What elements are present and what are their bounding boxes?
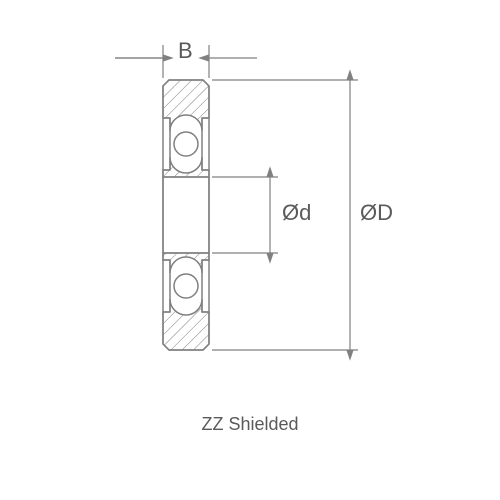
bearing-diagram-canvas: B Ød ØD ZZ Shielded (0, 0, 500, 500)
diagram-caption: ZZ Shielded (0, 414, 500, 435)
bearing-cross-section (163, 80, 209, 350)
label-d: Ød (282, 200, 311, 226)
label-D: ØD (360, 200, 393, 226)
dimension-d (212, 177, 278, 253)
label-B: B (178, 38, 193, 64)
